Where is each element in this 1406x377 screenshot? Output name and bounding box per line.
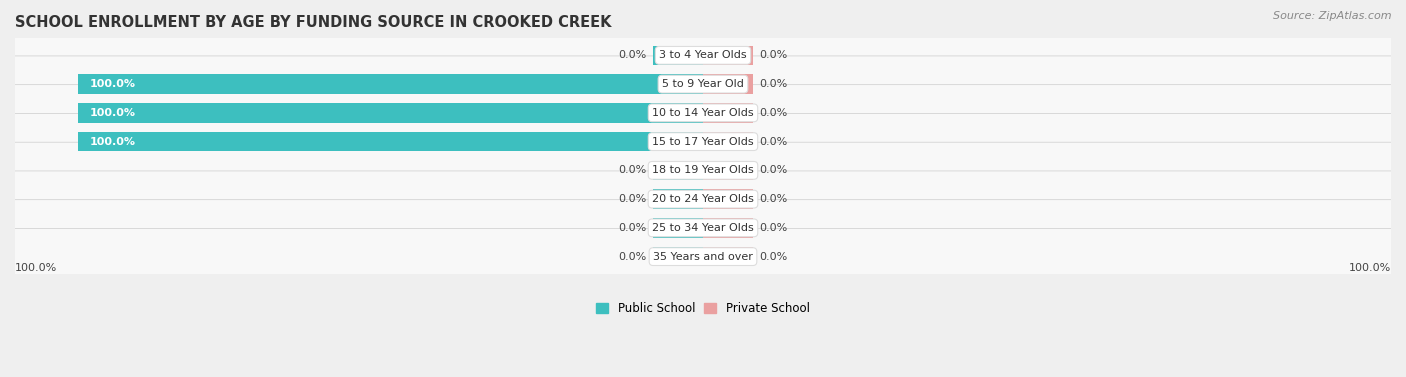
Bar: [703, 161, 754, 180]
Text: 100.0%: 100.0%: [90, 108, 136, 118]
FancyBboxPatch shape: [11, 200, 1395, 256]
Text: 100.0%: 100.0%: [90, 79, 136, 89]
Bar: [703, 132, 754, 152]
Text: 0.0%: 0.0%: [759, 51, 787, 60]
Bar: [703, 46, 754, 65]
Bar: [77, 132, 703, 152]
FancyBboxPatch shape: [11, 171, 1395, 227]
Bar: [77, 74, 703, 94]
Text: 0.0%: 0.0%: [759, 166, 787, 175]
Bar: [703, 189, 754, 209]
Text: 0.0%: 0.0%: [619, 194, 647, 204]
FancyBboxPatch shape: [11, 113, 1395, 170]
Text: 0.0%: 0.0%: [759, 79, 787, 89]
Text: 18 to 19 Year Olds: 18 to 19 Year Olds: [652, 166, 754, 175]
Text: 0.0%: 0.0%: [759, 194, 787, 204]
FancyBboxPatch shape: [11, 85, 1395, 141]
Bar: [77, 103, 703, 123]
FancyBboxPatch shape: [11, 228, 1395, 285]
FancyBboxPatch shape: [11, 27, 1395, 84]
Text: 35 Years and over: 35 Years and over: [652, 251, 754, 262]
Text: 100.0%: 100.0%: [90, 136, 136, 147]
Text: 20 to 24 Year Olds: 20 to 24 Year Olds: [652, 194, 754, 204]
Bar: [652, 161, 703, 180]
FancyBboxPatch shape: [11, 142, 1395, 199]
Bar: [652, 189, 703, 209]
Text: Source: ZipAtlas.com: Source: ZipAtlas.com: [1274, 11, 1392, 21]
Bar: [703, 218, 754, 238]
Legend: Public School, Private School: Public School, Private School: [592, 297, 814, 320]
Text: 3 to 4 Year Olds: 3 to 4 Year Olds: [659, 51, 747, 60]
Text: 0.0%: 0.0%: [759, 136, 787, 147]
Text: 0.0%: 0.0%: [619, 251, 647, 262]
Text: 0.0%: 0.0%: [759, 223, 787, 233]
Text: 0.0%: 0.0%: [619, 166, 647, 175]
Bar: [703, 103, 754, 123]
Text: 10 to 14 Year Olds: 10 to 14 Year Olds: [652, 108, 754, 118]
Text: 15 to 17 Year Olds: 15 to 17 Year Olds: [652, 136, 754, 147]
FancyBboxPatch shape: [11, 56, 1395, 112]
Bar: [652, 247, 703, 267]
Bar: [703, 247, 754, 267]
Text: 0.0%: 0.0%: [759, 251, 787, 262]
Text: 0.0%: 0.0%: [619, 223, 647, 233]
Text: 100.0%: 100.0%: [1348, 263, 1391, 273]
Text: 25 to 34 Year Olds: 25 to 34 Year Olds: [652, 223, 754, 233]
Text: SCHOOL ENROLLMENT BY AGE BY FUNDING SOURCE IN CROOKED CREEK: SCHOOL ENROLLMENT BY AGE BY FUNDING SOUR…: [15, 15, 612, 30]
Text: 0.0%: 0.0%: [759, 108, 787, 118]
Text: 5 to 9 Year Old: 5 to 9 Year Old: [662, 79, 744, 89]
Bar: [652, 218, 703, 238]
Bar: [703, 74, 754, 94]
Text: 100.0%: 100.0%: [15, 263, 58, 273]
Bar: [652, 46, 703, 65]
Text: 0.0%: 0.0%: [619, 51, 647, 60]
